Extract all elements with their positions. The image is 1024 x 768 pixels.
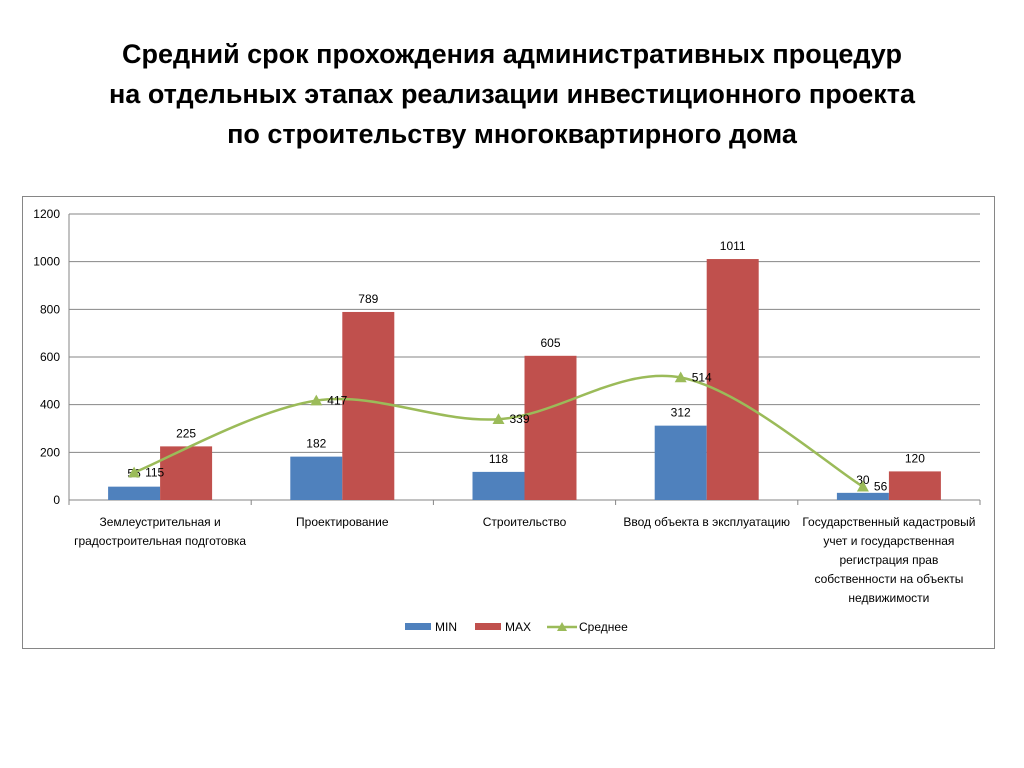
bar-min: [108, 486, 161, 500]
x-category-label: Государственный кадастровый: [802, 515, 975, 529]
slide-title: Средний срок прохождения административны…: [40, 34, 984, 154]
legend-label: MIN: [435, 620, 457, 634]
data-label-average: 339: [510, 412, 530, 426]
legend-label: MAX: [505, 620, 531, 634]
y-tick-label: 1200: [33, 207, 60, 221]
legend-swatch-min: [405, 623, 431, 630]
title-line-3: по строительству многоквартирного дома: [227, 119, 797, 149]
y-tick-label: 0: [53, 493, 60, 507]
x-category-label: регистрация прав: [839, 553, 938, 567]
average-marker: [128, 466, 141, 478]
average-marker: [492, 413, 505, 425]
y-tick-label: 1000: [33, 255, 60, 269]
data-label-min: 182: [306, 437, 326, 451]
bar-max: [342, 311, 395, 500]
legend-marker-average: [557, 622, 568, 631]
data-label-max: 120: [905, 451, 925, 465]
data-label-max: 789: [358, 292, 378, 306]
data-label-average: 56: [874, 480, 888, 494]
y-tick-label: 600: [40, 350, 60, 364]
average-marker: [310, 394, 323, 406]
y-tick-label: 800: [40, 302, 60, 316]
x-category-label: градостроительная подготовка: [74, 534, 246, 548]
chart-frame: 0 200 400 600 800 1000 1200 Землеустрительная и…: [22, 196, 995, 649]
x-category-label: учет и государственная: [823, 534, 954, 548]
x-category-label: Строительство: [483, 515, 567, 529]
bar-min: [472, 471, 525, 500]
y-tick-label: 400: [40, 398, 60, 412]
legend-label: Среднее: [579, 620, 628, 634]
data-label-max: 225: [176, 426, 196, 440]
data-label-average: 417: [327, 394, 347, 408]
data-label-max: 605: [540, 336, 560, 350]
x-category-label: собственности на объекты: [814, 572, 963, 586]
title-line-2: на отдельных этапах реализации инвестици…: [109, 79, 915, 109]
data-label-average: 514: [692, 370, 712, 384]
bar-min: [654, 425, 707, 500]
legend-swatch-max: [475, 623, 501, 630]
data-label-min: 118: [489, 452, 508, 466]
average-marker: [856, 480, 869, 492]
chart-svg: 0 200 400 600 800 1000 1200 Землеустрительная и…: [33, 207, 981, 634]
bar-max: [160, 446, 213, 500]
x-category-label: Землеустрительная и: [100, 515, 221, 529]
bar-min: [836, 492, 889, 500]
bar-max: [524, 355, 577, 500]
average-marker: [674, 371, 687, 383]
title-line-1: Средний срок прохождения административны…: [122, 39, 902, 69]
y-tick-label: 200: [40, 445, 60, 459]
x-category-label: Проектирование: [296, 515, 389, 529]
x-category-label: недвижимости: [848, 591, 929, 605]
data-label-min: 312: [671, 406, 691, 420]
bar-max: [706, 259, 759, 500]
bar-min: [290, 456, 343, 500]
data-label-max: 1011: [720, 239, 746, 253]
x-category-label: Ввод объекта в эксплуатацию: [623, 515, 790, 529]
data-label-average: 115: [145, 466, 164, 480]
bar-max: [888, 471, 941, 500]
